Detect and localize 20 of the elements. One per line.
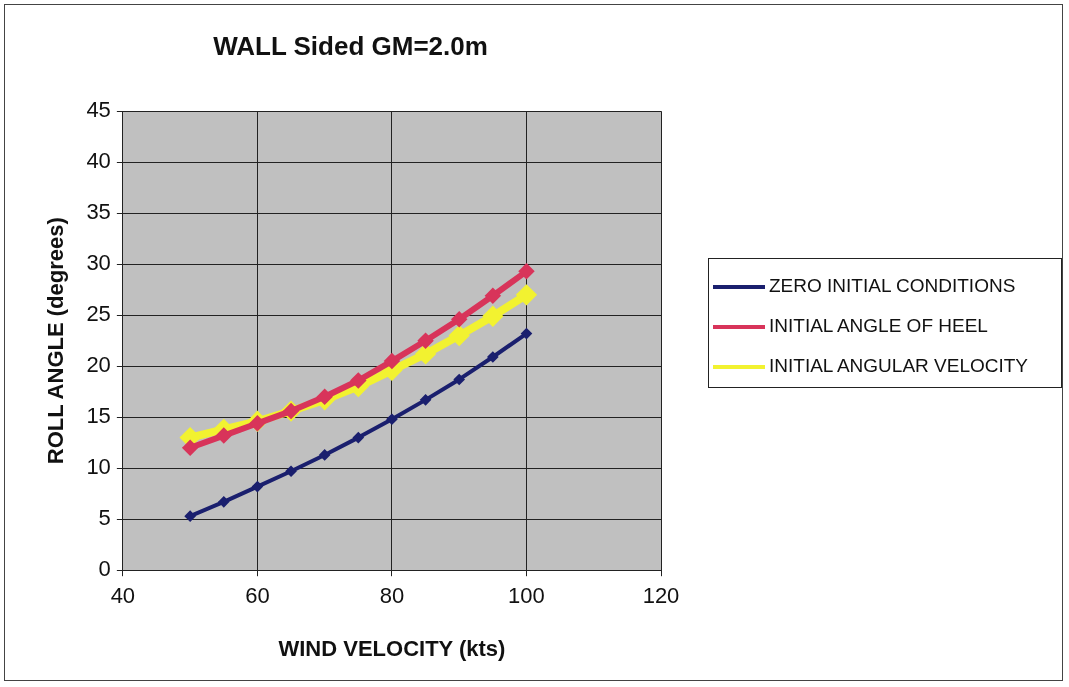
x-tick-label: 80 [379, 583, 405, 609]
y-axis-title: ROLL ANGLE (degrees) [43, 217, 69, 465]
y-tick-label: 30 [86, 250, 111, 276]
legend-label: INITIAL ANGLE OF HEEL [769, 315, 988, 337]
x-axis-title: WIND VELOCITY (kts) [278, 635, 506, 661]
y-tick-label: 20 [86, 352, 111, 378]
y-tick-label: 0 [98, 556, 111, 582]
legend-label: INITIAL ANGULAR VELOCITY [769, 355, 1029, 377]
x-tick-label: 120 [642, 583, 680, 609]
y-tick-label: 45 [86, 97, 111, 123]
chart-title: WALL Sided GM=2.0m [213, 30, 488, 61]
y-tick-label: 5 [98, 505, 111, 531]
legend-label: ZERO INITIAL CONDITIONS [769, 275, 1016, 297]
y-tick-label: 40 [86, 148, 111, 174]
x-tick-label: 100 [508, 583, 545, 609]
y-tick-label: 15 [86, 403, 111, 429]
y-tick-label: 10 [86, 454, 111, 480]
y-tick-label: 35 [86, 199, 111, 225]
x-tick-label: 60 [245, 583, 270, 609]
y-tick-label: 25 [86, 301, 111, 327]
